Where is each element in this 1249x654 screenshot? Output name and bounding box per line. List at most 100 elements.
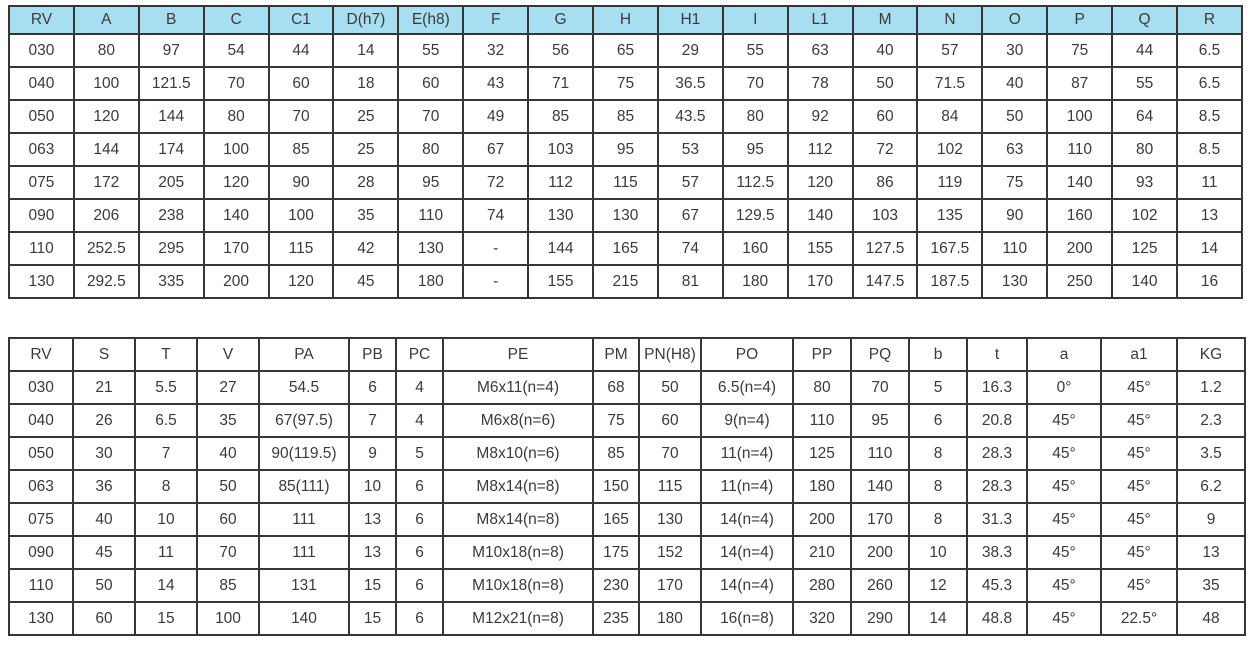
table-cell: 4	[395, 403, 444, 438]
table-cell: 140	[850, 469, 910, 504]
table-cell: 125	[792, 436, 852, 471]
table-cell: 110	[981, 231, 1049, 266]
column-header: C	[202, 5, 270, 35]
table-cell: 11(n=4)	[700, 436, 794, 471]
table-cell: 21	[72, 370, 136, 405]
table-cell: 75	[592, 403, 640, 438]
table-cell: 65	[592, 33, 659, 68]
table-cell: 6	[348, 370, 397, 405]
table-cell: 2.3	[1176, 403, 1246, 438]
table-cell: 147.5	[851, 264, 919, 299]
table-cell: 6	[908, 403, 968, 438]
table-cell: 120	[202, 165, 270, 200]
table-cell: 063	[8, 469, 74, 504]
table-cell: 8.5	[1176, 99, 1243, 134]
table-cell: 6	[395, 535, 444, 570]
table-cell: 45°	[1100, 502, 1178, 537]
table-cell: M10x18(n=8)	[442, 535, 594, 570]
table-cell: 10	[908, 535, 968, 570]
table-row: 040 26 6.5 35 67(97.5) 7 4 M6x8(n=6) 75 60 9(n=4) 1…	[8, 403, 1246, 438]
column-header: PN(H8)	[638, 337, 702, 372]
table-cell: 80	[1111, 132, 1179, 167]
table-cell: 8	[134, 469, 198, 504]
table-cell: 29	[656, 33, 724, 68]
table-cell: 090	[8, 198, 75, 233]
table-cell: 144	[527, 231, 595, 266]
table-cell: 35	[332, 198, 400, 233]
table-cell: 45	[332, 264, 400, 299]
column-header: PC	[395, 337, 444, 372]
table-row: 130 292.5 335 200 120 45 180-155 215 81 180 170 147…	[8, 264, 1243, 299]
table-row: 075 40 10 60 111 13 6 M8x14(n=8) 165 130 14(n=4) 20…	[8, 502, 1246, 537]
table-cell: 090	[8, 535, 74, 570]
table-cell: 11(n=4)	[700, 469, 794, 504]
table-cell: 55	[397, 33, 465, 68]
table-cell: 120	[786, 165, 854, 200]
column-header: PM	[592, 337, 640, 372]
table-cell: 27	[196, 370, 260, 405]
table-row: 130 60 15 100 140 15 6 M12x21(n=8) 235 180 16(n=8)…	[8, 601, 1246, 636]
table-cell: 102	[916, 132, 984, 167]
table-cell: 9	[1176, 502, 1246, 537]
table-cell: 48.8	[966, 601, 1028, 636]
table-cell: 230	[592, 568, 640, 603]
table-cell: 36.5	[656, 66, 724, 101]
table-cell: 71.5	[916, 66, 984, 101]
table-cell: 172	[72, 165, 140, 200]
table-cell: 60	[72, 601, 136, 636]
table-cell: 130	[527, 198, 595, 233]
table-cell: 215	[592, 264, 659, 299]
table-cell: 57	[916, 33, 984, 68]
table-cell: 42	[332, 231, 400, 266]
table-cell: 32	[462, 33, 530, 68]
table-cell: 235	[592, 601, 640, 636]
table-cell: 80	[397, 132, 465, 167]
table-cell: 115	[267, 231, 335, 266]
table-cell: 14(n=4)	[700, 535, 794, 570]
table-row: 063 36 8 50 85(111) 10 6 M8x14(n=8) 150 115 11(n=4…	[8, 469, 1246, 504]
table-cell: 11	[134, 535, 198, 570]
table-cell: 30	[72, 436, 136, 471]
table-cell: 70	[721, 66, 789, 101]
table-cell: 60	[267, 66, 335, 101]
table-cell: M10x18(n=8)	[442, 568, 594, 603]
table-cell: 25	[332, 99, 400, 134]
column-header: PO	[700, 337, 794, 372]
table-cell: 40	[851, 33, 919, 68]
table-cell: M12x21(n=8)	[442, 601, 594, 636]
table-cell: 45°	[1026, 403, 1102, 438]
table-cell: 140	[786, 198, 854, 233]
table-cell: 320	[792, 601, 852, 636]
table-cell: 85	[527, 99, 595, 134]
table-cell: 10	[348, 469, 397, 504]
table-cell: 26	[72, 403, 136, 438]
table-row: 030 80 97 54 44 14 55 32 56 65 29 55 63 40 57 30 75 44 6.5	[8, 33, 1243, 68]
table-cell: 45	[72, 535, 136, 570]
table-cell: M8x10(n=6)	[442, 436, 594, 471]
table-cell: 71	[527, 66, 595, 101]
table-cell: M6x8(n=6)	[442, 403, 594, 438]
table-cell: 38.3	[966, 535, 1028, 570]
table-cell: 67	[656, 198, 724, 233]
table-cell: 180	[721, 264, 789, 299]
table-cell: 48	[1176, 601, 1246, 636]
table-cell: 335	[137, 264, 205, 299]
table-cell: 6.5(n=4)	[700, 370, 794, 405]
table-cell: 14	[332, 33, 400, 68]
table-cell: 16(n=8)	[700, 601, 794, 636]
column-header: KG	[1176, 337, 1246, 372]
dimensions-table-mounting: RV S T V PA PB PC PE PM PN(H8) PO PP PQ b t a a1 KG 030 21 5…	[8, 337, 1246, 636]
table-cell: 14(n=4)	[700, 502, 794, 537]
table-cell: 130	[592, 198, 659, 233]
table-cell: 45°	[1100, 535, 1178, 570]
table-cell: 110	[397, 198, 465, 233]
table-cell: 155	[786, 231, 854, 266]
column-header: a1	[1100, 337, 1178, 372]
table-cell: 075	[8, 502, 74, 537]
table-cell: 50	[981, 99, 1049, 134]
table-cell: 75	[1046, 33, 1114, 68]
table-cell: 13	[1176, 198, 1243, 233]
table-cell: 63	[981, 132, 1049, 167]
table-cell: 6	[395, 568, 444, 603]
column-header: C1	[267, 5, 335, 35]
